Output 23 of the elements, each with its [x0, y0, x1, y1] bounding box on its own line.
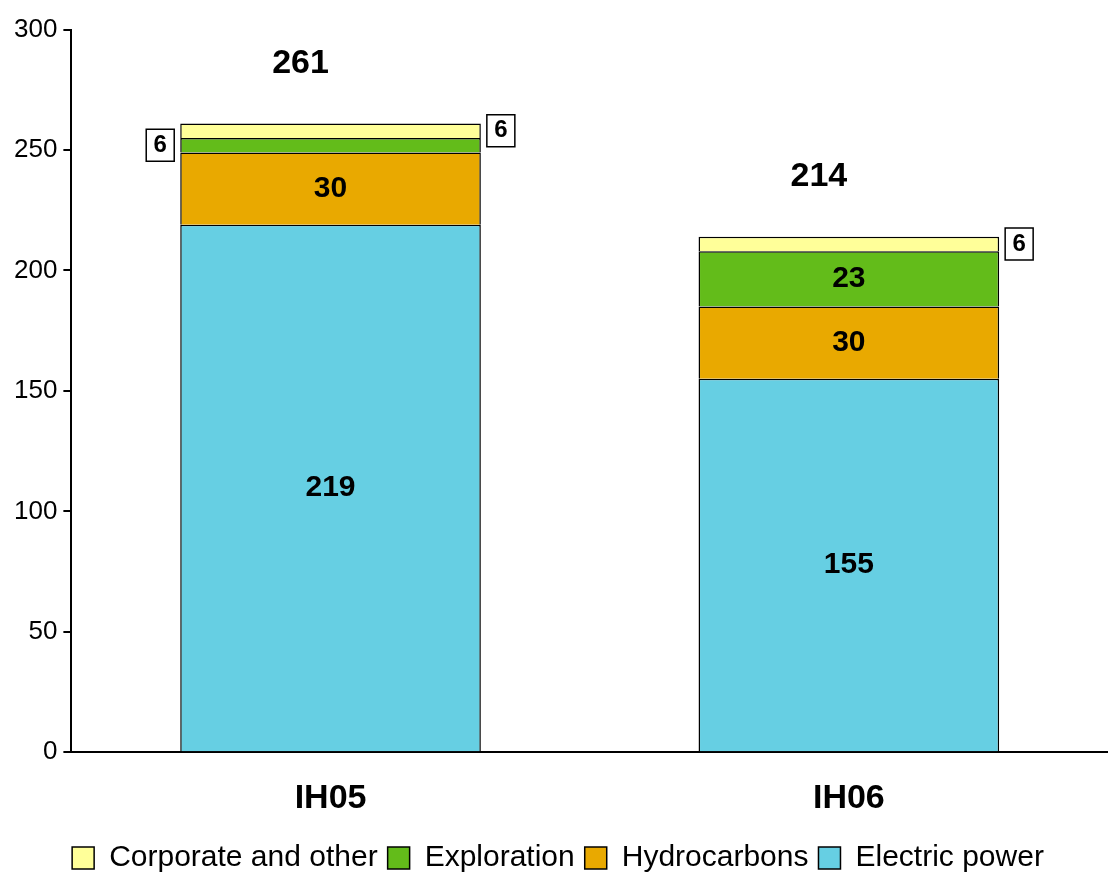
total-label: 261: [272, 41, 329, 80]
legend-label: Exploration: [424, 839, 575, 873]
y-tick-label: 200: [13, 253, 58, 284]
y-tick-label: 150: [13, 374, 58, 405]
y-tick-label: 300: [13, 12, 58, 43]
x-tick-label: IH05: [294, 776, 367, 815]
legend-label: Corporate and other: [109, 839, 378, 873]
y-tick-label: 250: [13, 133, 58, 164]
y-tick-label: 100: [13, 494, 58, 525]
y-tick-label: 50: [28, 614, 58, 645]
data-label: 30: [832, 323, 866, 357]
data-label: 6: [494, 115, 508, 143]
data-label: 155: [823, 546, 874, 580]
data-label: 219: [305, 469, 356, 503]
x-tick-label: IH06: [812, 776, 885, 815]
data-label: 30: [313, 169, 348, 203]
legend-label: Electric power: [855, 839, 1044, 873]
legend-label: Hydrocarbons: [621, 839, 809, 873]
total-label: 214: [790, 155, 848, 194]
data-label: 6: [153, 129, 167, 157]
y-tick-label: 0: [42, 735, 58, 766]
data-label: 23: [832, 260, 866, 294]
data-label: 6: [1012, 228, 1026, 256]
